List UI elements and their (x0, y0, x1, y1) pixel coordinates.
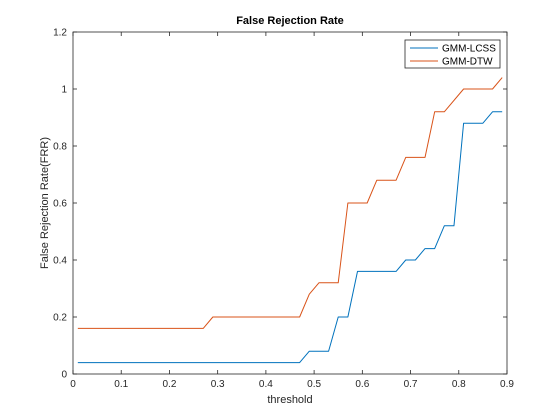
y-tick-label: 0.2 (53, 313, 67, 324)
x-tick-label: 0.5 (307, 379, 321, 390)
y-axis: 0 0.2 0.4 0.6 0.8 1 1.2 (53, 28, 507, 381)
legend-label: GMM-LCSS (442, 44, 496, 55)
x-axis: 0 0.1 0.2 0.3 0.4 0.5 0.6 0.7 0.8 0.9 (70, 32, 514, 390)
y-tick-label: 1.2 (53, 28, 67, 39)
y-tick-label: 0.6 (53, 199, 67, 210)
y-tick-label: 0 (61, 370, 67, 381)
y-axis-label: False Rejection Rate(FRR) (39, 137, 51, 269)
axes-box (72, 31, 508, 375)
x-tick-label: 0.1 (114, 379, 128, 390)
x-tick-label: 0.3 (211, 379, 225, 390)
y-tick-label: 0.8 (53, 142, 67, 153)
y-tick-label: 0.4 (53, 256, 67, 267)
legend-label: GMM-DTW (442, 57, 493, 68)
legend-box (404, 39, 501, 69)
series-line-gmm-dtw (77, 77, 503, 329)
legend: GMM-LCSS GMM-DTW (404, 39, 501, 69)
plot-area: 0 0.1 0.2 0.3 0.4 0.5 0.6 0.7 0.8 0.9 00.20.40.60… (53, 28, 514, 391)
x-tick-label: 0.7 (404, 379, 418, 390)
chart-title: False Rejection Rate (236, 15, 344, 27)
series-layer (77, 77, 503, 364)
x-tick-label: 0.2 (162, 379, 176, 390)
series-line-gmm-lcss (77, 111, 503, 364)
x-tick-label: 0 (70, 379, 76, 390)
x-tick-label: 0.9 (500, 379, 514, 390)
y-tick-label: 1 (61, 85, 67, 96)
x-tick-label: 0.8 (452, 379, 466, 390)
x-tick-label: 0.6 (355, 379, 369, 390)
x-tick-label: 0.4 (259, 379, 273, 390)
x-axis-label: threshold (267, 394, 312, 406)
